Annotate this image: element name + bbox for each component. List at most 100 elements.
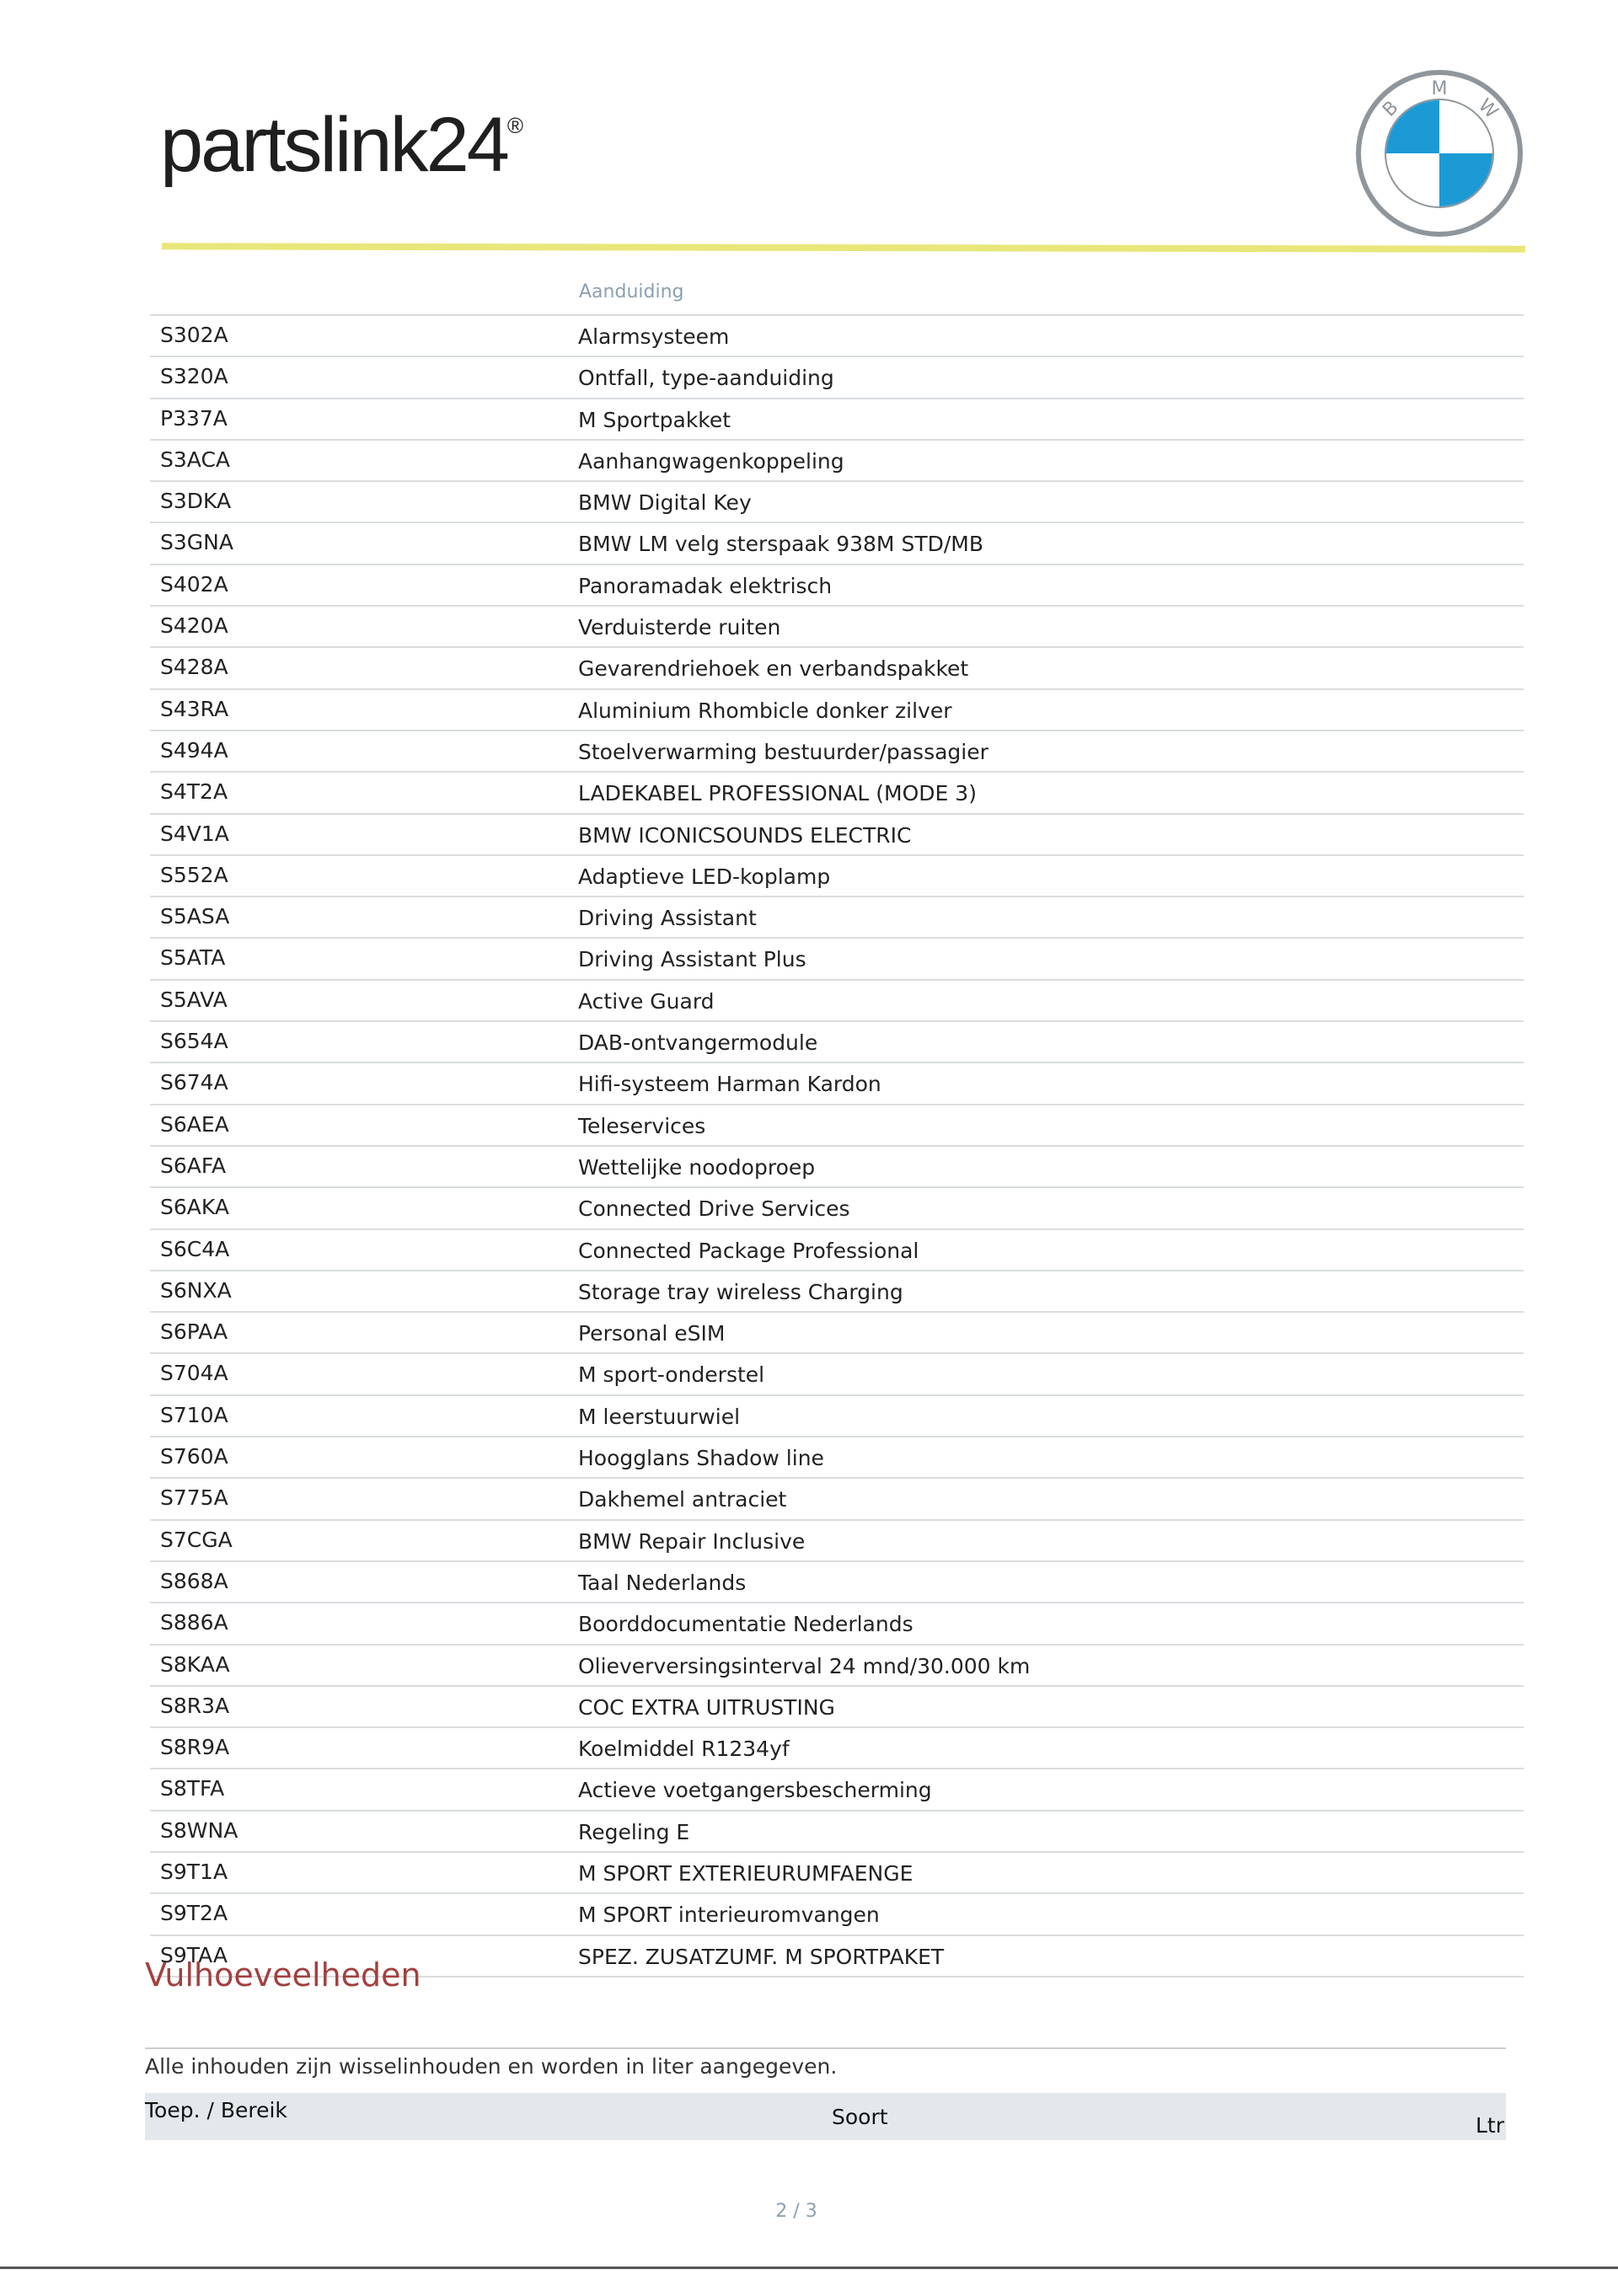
table-row: S886A Boorddocumentatie Nederlands	[150, 1602, 1524, 1643]
table-row: S420A Verduisterde ruiten	[150, 605, 1524, 646]
option-description: Active Guard	[578, 988, 715, 1014]
option-description: Taal Nederlands	[578, 1570, 747, 1595]
option-code: S420A	[160, 613, 228, 639]
table-row: S8KAA Olieverversingsinterval 24 mnd/30.0…	[150, 1643, 1524, 1685]
option-code: S6PAA	[160, 1319, 228, 1345]
header-accent-line	[161, 243, 1526, 253]
column-header-ltr: Ltr	[1475, 2113, 1504, 2138]
option-code: S760A	[160, 1444, 228, 1469]
option-code: S886A	[160, 1610, 228, 1635]
option-description: Personal eSIM	[578, 1321, 726, 1346]
option-description: Driving Assistant Plus	[578, 947, 806, 972]
table-row: S760A Hoogglans Shadow line	[150, 1436, 1524, 1477]
option-code: S8R9A	[160, 1735, 230, 1760]
option-code: S704A	[160, 1361, 228, 1386]
option-code: S302A	[160, 323, 228, 347]
table-row: S868A Taal Nederlands	[150, 1560, 1524, 1602]
option-code: P337A	[160, 405, 228, 431]
table-row: S6C4A Connected Package Professional	[150, 1228, 1524, 1270]
table-bottom-border	[150, 1975, 1524, 1978]
table-row: S7CGA BMW Repair Inclusive	[150, 1518, 1524, 1560]
option-description: DAB-ontvangermodule	[578, 1030, 818, 1056]
option-description: Olieverversingsinterval 24 mnd/30.000 km	[578, 1653, 1031, 1678]
option-description: Verduisterde ruiten	[578, 615, 781, 640]
option-description: Aluminium Rhombicle donker zilver	[578, 698, 952, 723]
fluids-note: Alle inhouden zijn wisselinhouden en wor…	[145, 2054, 838, 2079]
table-row: S4V1A BMW ICONICSOUNDS ELECTRIC	[150, 812, 1524, 854]
column-header-toep: Toep. / Bereik	[145, 2098, 287, 2122]
table-row: S302A Alarmsysteem	[150, 314, 1524, 356]
option-description: Stoelverwarming bestuurder/passagier	[578, 739, 988, 764]
option-code: S654A	[160, 1029, 228, 1054]
option-code: S775A	[160, 1485, 228, 1511]
table-row: S3DKA BMW Digital Key	[150, 480, 1524, 522]
table-row: P337A M Sportpakket	[150, 397, 1524, 439]
table-row: S5ATA Driving Assistant Plus	[150, 937, 1524, 978]
table-row: S4T2A LADEKABEL PROFESSIONAL (MODE 3)	[150, 771, 1524, 812]
table-row: S8WNA Regeling E	[150, 1809, 1524, 1851]
option-description: Ontfall, type-aanduiding	[578, 366, 834, 391]
table-row: S9T2A M SPORT interieuromvangen	[150, 1892, 1524, 1934]
options-table: S302A Alarmsysteem S320A Ontfall, type-aand…	[150, 314, 1524, 1978]
table-row: S3GNA BMW LM velg sterspaak 938M STD/MB	[150, 522, 1524, 563]
option-description: COC EXTRA UITRUSTING	[578, 1694, 835, 1720]
table-row: S402A Panoramadak elektrisch	[150, 563, 1524, 605]
option-code: S3DKA	[160, 489, 232, 514]
option-code: S9T1A	[160, 1859, 228, 1884]
option-description: M leerstuurwiel	[578, 1404, 741, 1429]
table-row: S5AVA Active Guard	[150, 978, 1524, 1020]
page-bottom-line	[0, 2267, 1618, 2269]
table-row: S8R3A COC EXTRA UITRUSTING	[150, 1684, 1524, 1726]
option-description: Boorddocumentatie Nederlands	[578, 1612, 913, 1637]
option-code: S6AEA	[160, 1111, 229, 1137]
table-row: S6AFA Wettelijke noodoproep	[150, 1144, 1524, 1186]
option-code: S6NXA	[160, 1277, 232, 1303]
table-row: S6PAA Personal eSIM	[150, 1311, 1524, 1352]
option-description: BMW Digital Key	[578, 490, 752, 516]
option-description: Wettelijke noodoproep	[578, 1154, 816, 1180]
option-description: Alarmsysteem	[578, 324, 730, 349]
table-row: S552A Adaptieve LED-koplamp	[150, 854, 1524, 896]
option-description: Regeling E	[578, 1819, 690, 1844]
option-code: S5ASA	[160, 904, 230, 929]
option-description: Connected Drive Services	[578, 1196, 850, 1222]
option-code: S4T2A	[160, 779, 228, 805]
option-code: S9T2A	[160, 1901, 228, 1926]
option-code: S428A	[160, 655, 228, 680]
option-description: Aanhangwagenkoppeling	[578, 448, 844, 474]
option-description: Hoogglans Shadow line	[578, 1446, 824, 1471]
table-row: S6AEA Teleservices	[150, 1103, 1524, 1145]
option-description: M SPORT interieuromvangen	[578, 1903, 880, 1928]
option-code: S43RA	[160, 696, 229, 721]
section-divider	[145, 2047, 1506, 2049]
option-description: BMW ICONICSOUNDS ELECTRIC	[578, 822, 912, 848]
option-code: S3ACA	[160, 447, 230, 472]
table-row: S8TFA Actieve voetgangersbescherming	[150, 1768, 1524, 1809]
option-code: S868A	[160, 1568, 228, 1593]
option-description: M Sportpakket	[578, 407, 731, 432]
option-description: Koelmiddel R1234yf	[578, 1737, 790, 1762]
option-description: Connected Package Professional	[578, 1238, 919, 1263]
option-description: M SPORT EXTERIEURUMFAENGE	[578, 1860, 913, 1886]
option-code: S8TFA	[160, 1776, 225, 1801]
option-description: Gevarendriehoek en verbandspakket	[578, 656, 969, 682]
fluids-table-header: Toep. / Bereik Soort Ltr	[145, 2093, 1506, 2140]
table-row: S43RA Aluminium Rhombicle donker zilver	[150, 688, 1524, 730]
option-description: Panoramadak elektrisch	[578, 573, 833, 598]
table-row: S6NXA Storage tray wireless Charging	[150, 1269, 1524, 1311]
option-description: M sport-onderstel	[578, 1362, 765, 1388]
column-header-soort: Soort	[832, 2105, 888, 2129]
table-row: S674A Hifi-systeem Harman Kardon	[150, 1062, 1524, 1103]
table-row: S5ASA Driving Assistant	[150, 896, 1524, 937]
option-description: LADEKABEL PROFESSIONAL (MODE 3)	[578, 781, 977, 806]
option-description: Actieve voetgangersbescherming	[578, 1778, 932, 1803]
table-row: S710A M leerstuurwiel	[150, 1394, 1524, 1436]
option-code: S7CGA	[160, 1527, 233, 1552]
partslink24-logo: partslink24®	[160, 102, 524, 188]
option-code: S494A	[160, 737, 228, 763]
table-row: S6AKA Connected Drive Services	[150, 1186, 1524, 1228]
option-code: S6AKA	[160, 1195, 229, 1220]
option-description: BMW LM velg sterspaak 938M STD/MB	[578, 532, 983, 557]
table-row: S320A Ontfall, type-aanduiding	[150, 356, 1524, 397]
option-code: S402A	[160, 571, 228, 597]
